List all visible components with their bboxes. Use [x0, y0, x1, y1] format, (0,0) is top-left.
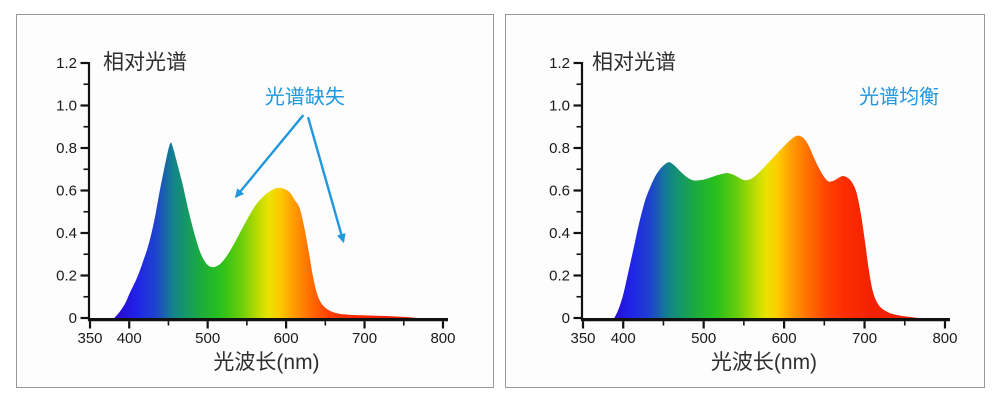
x-tick-label: 350	[77, 330, 102, 347]
chart-panel-missing-spectrum: 350 400 500 600 700 800 0 0.2 0.4 0.6 0.8 1.0 1.2 相对光…	[16, 14, 494, 388]
axes	[580, 62, 950, 322]
y-tick-label: 0	[69, 310, 77, 327]
x-axis-label: 光波长(nm)	[213, 351, 319, 374]
y-tick-label: 0.4	[56, 225, 77, 242]
x-tick-label: 600	[772, 330, 797, 347]
annotation-arrow	[234, 114, 305, 199]
y-tick-label: 1.0	[549, 98, 570, 115]
x-tick-label: 500	[195, 330, 220, 347]
y-tick-label: 0.8	[56, 140, 77, 157]
spectrum-area	[614, 135, 918, 318]
y-tick-label: 1.2	[549, 55, 570, 72]
x-tick-label: 500	[691, 330, 716, 347]
x-tick-label: 350	[570, 330, 595, 347]
x-tick-label: 700	[852, 330, 877, 347]
x-tick-label: 400	[117, 330, 142, 347]
y-tick-label: 0	[562, 310, 570, 327]
spectrum-area	[114, 142, 418, 318]
chart-title: 相对光谱	[592, 51, 676, 74]
annotation-label: 光谱缺失	[265, 85, 345, 108]
y-tick-label: 1.2	[56, 55, 77, 72]
x-axis-label: 光波长(nm)	[711, 351, 817, 374]
x-tick-label: 700	[352, 330, 377, 347]
missing-spectrum-chart: 350 400 500 600 700 800 0 0.2 0.4 0.6 0.8 1.0 1.2 相对光…	[56, 51, 455, 374]
y-tick-label: 0.2	[549, 268, 570, 285]
chart-title: 相对光谱	[103, 51, 187, 74]
x-tick-label: 800	[932, 330, 957, 347]
chart-panel-balanced-spectrum: 350 400 500 600 700 800 0 0.2 0.4 0.6 0.8 1.0 1.2 相对光…	[505, 14, 985, 388]
y-tick-label: 0.8	[549, 140, 570, 157]
annotation-arrow	[306, 116, 346, 243]
ticks	[573, 61, 947, 329]
axes	[87, 62, 448, 322]
y-tick-label: 0.6	[56, 183, 77, 200]
balanced-spectrum-chart: 350 400 500 600 700 800 0 0.2 0.4 0.6 0.8 1.0 1.2 相对光…	[549, 51, 957, 374]
y-tick-label: 0.2	[56, 268, 77, 285]
y-tick-label: 1.0	[56, 98, 77, 115]
x-tick-label: 800	[430, 330, 455, 347]
y-tick-label: 0.6	[549, 183, 570, 200]
annotation-label: 光谱均衡	[859, 85, 939, 108]
x-tick-label: 400	[611, 330, 636, 347]
x-tick-label: 600	[274, 330, 299, 347]
y-tick-label: 0.4	[549, 225, 570, 242]
ticks	[80, 61, 445, 329]
